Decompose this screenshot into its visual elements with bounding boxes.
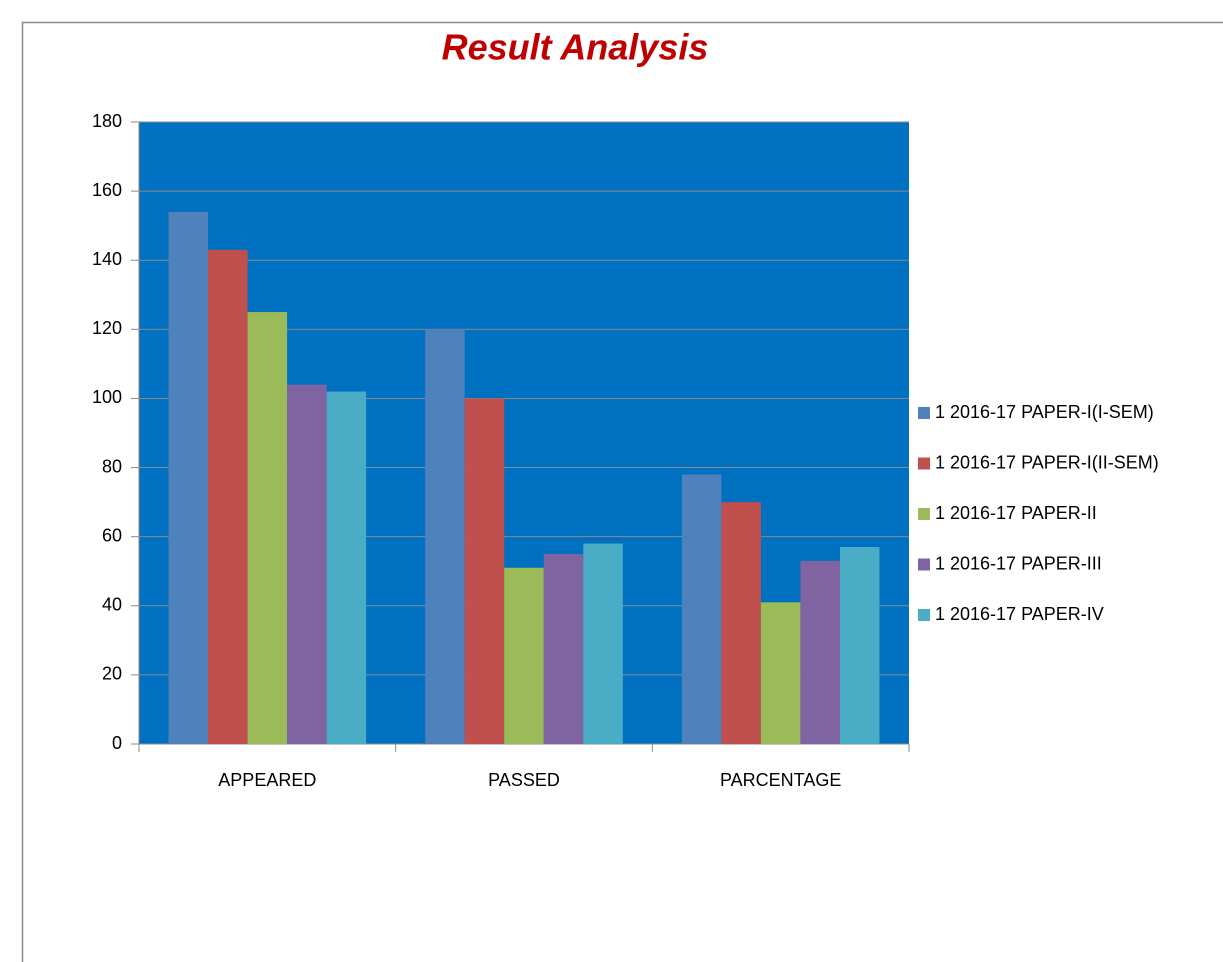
y-tick-label: 160 <box>92 180 122 200</box>
y-tick-label: 60 <box>102 525 122 545</box>
x-tick-label: APPEARED <box>218 770 316 790</box>
x-tick-label: PASSED <box>488 770 560 790</box>
legend-swatch <box>918 558 930 571</box>
bar <box>800 560 840 744</box>
x-tick-label: PARCENTAGE <box>720 770 841 790</box>
bar <box>760 602 801 744</box>
y-tick-label: 0 <box>112 733 122 753</box>
legend-swatch <box>918 609 930 621</box>
legend-swatch <box>918 407 930 419</box>
legend-swatch <box>918 508 930 520</box>
bar <box>464 398 505 744</box>
legend-label: 1 2016-17 PAPER-II <box>935 503 1097 523</box>
bar <box>504 567 544 744</box>
bar <box>208 249 248 744</box>
bar <box>168 211 209 744</box>
legend-label: 1 2016-17 PAPER-I(II-SEM) <box>935 452 1159 472</box>
y-tick-label: 40 <box>102 595 122 615</box>
bar <box>681 474 722 744</box>
y-tick-label: 20 <box>102 664 122 684</box>
bar <box>543 553 584 744</box>
y-tick-label: 140 <box>92 249 122 269</box>
y-tick-label: 180 <box>92 111 122 131</box>
bar <box>425 329 465 744</box>
y-tick-label: 120 <box>92 318 122 338</box>
legend-label: 1 2016-17 PAPER-I(I-SEM) <box>935 402 1154 422</box>
chart-title: Result Analysis <box>442 27 709 68</box>
legend-swatch <box>918 457 930 470</box>
y-tick-label: 100 <box>92 387 122 407</box>
y-tick-label: 80 <box>102 456 122 476</box>
bar <box>326 391 367 744</box>
legend-label: 1 2016-17 PAPER-IV <box>935 604 1104 624</box>
legend-label: 1 2016-17 PAPER-III <box>935 553 1102 573</box>
bar <box>583 543 623 744</box>
bar <box>839 547 880 744</box>
bar <box>287 384 327 744</box>
bar <box>721 502 761 744</box>
bar <box>247 312 288 744</box>
